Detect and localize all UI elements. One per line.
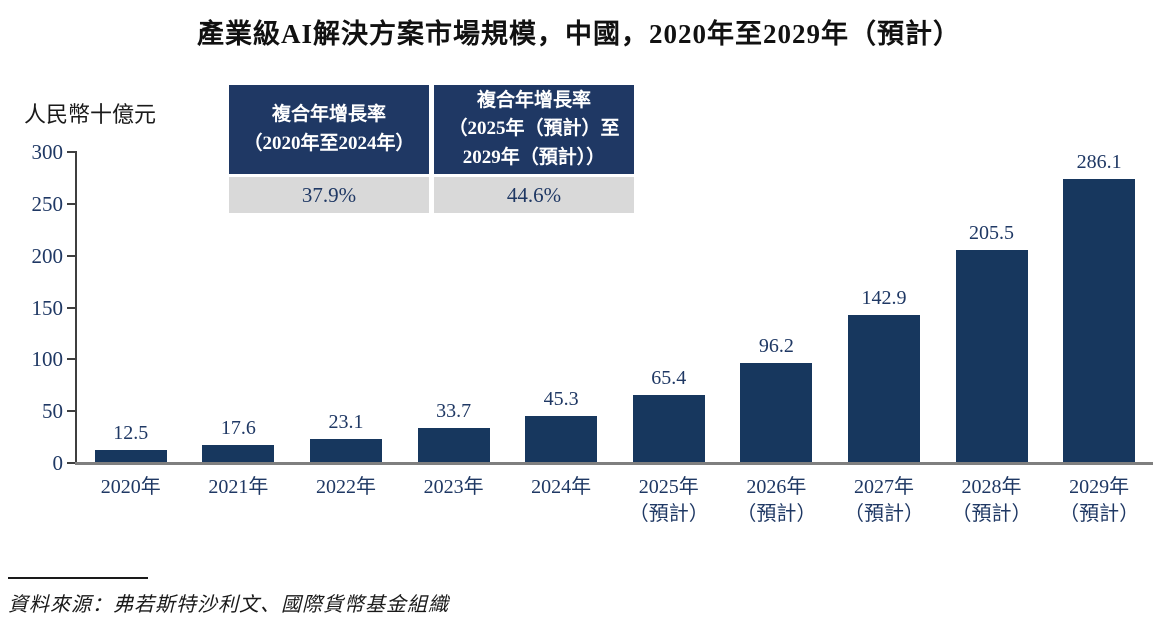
- bar: [955, 250, 1028, 463]
- bar: [740, 363, 813, 463]
- x-axis-label: 2029年 （預計）: [1059, 476, 1140, 525]
- x-axis-label: 2022年: [315, 476, 376, 498]
- y-tick-label: 50: [42, 399, 63, 424]
- bar-slot-2024年: 45.3: [507, 152, 615, 463]
- bar-slot-2023年: 33.7: [400, 152, 508, 463]
- x-axis-label: 2021年: [208, 476, 269, 498]
- bar-value-label: 142.9: [861, 287, 907, 309]
- bar: [847, 315, 920, 463]
- bar-slot-2025年: 65.4: [615, 152, 723, 463]
- bar: [1063, 179, 1136, 463]
- bar-value-label: 205.5: [969, 222, 1015, 244]
- y-tick-label: 150: [31, 295, 64, 320]
- y-tick-label: 250: [31, 191, 64, 216]
- y-tick-mark: [67, 202, 75, 205]
- bar-slot-2026年: 96.2: [723, 152, 831, 463]
- bar-value-label: 23.1: [328, 411, 364, 433]
- bar: [632, 395, 705, 463]
- x-axis-labels: 2020年 2021年 2022年 2023年 2024年 2025年 （預計） 2026年…: [77, 474, 1153, 528]
- bar-slot-2028年: 205.5: [938, 152, 1046, 463]
- cagr-table: 複合年增長率 （2020年至2024年） 37.9% 複合年增長率 （2025年…: [229, 85, 634, 213]
- bar-slot-2029年: 286.1: [1045, 152, 1153, 463]
- bar-value-label: 45.3: [543, 388, 579, 410]
- y-tick-mark: [67, 254, 75, 257]
- bar-slot-2022年: 23.1: [292, 152, 400, 463]
- x-axis-line: [75, 462, 1153, 465]
- chart-title: 產業級AI解決方案市場規模，中國，2020年至2029年（預計）: [196, 19, 961, 49]
- y-tick-mark: [67, 151, 75, 153]
- y-axis-line: [75, 151, 77, 465]
- x-axis-label: 2025年 （預計）: [628, 476, 709, 525]
- cagr-header-2025-2029: 複合年增長率 （2025年（預計）至 2029年（預計））: [434, 85, 634, 174]
- cagr-header-2020-2024: 複合年增長率 （2020年至2024年）: [229, 85, 429, 174]
- y-tick-label: 0: [52, 451, 64, 475]
- bar-slot-2027年: 142.9: [830, 152, 938, 463]
- cagr-column-2020-2024: 複合年增長率 （2020年至2024年） 37.9%: [229, 85, 429, 213]
- x-axis-label: 2023年: [423, 476, 484, 498]
- bar-slot-2020年: 12.5: [77, 152, 185, 463]
- y-tick-mark: [67, 462, 75, 464]
- bar: [94, 450, 167, 463]
- cagr-value-2020-2024: 37.9%: [229, 177, 429, 213]
- bar: [202, 445, 275, 463]
- bar-value-label: 12.5: [113, 422, 149, 444]
- y-tick-mark: [67, 410, 75, 413]
- bar-value-label: 96.2: [758, 335, 794, 357]
- x-axis-label: 2026年 （預計）: [736, 476, 817, 525]
- bar-value-label: 17.6: [220, 417, 256, 439]
- source-divider: [8, 577, 148, 579]
- y-tick-label: 100: [31, 347, 64, 372]
- bar: [417, 428, 490, 463]
- x-axis-label: 2027年 （預計）: [843, 476, 924, 525]
- cagr-value-2025-2029: 44.6%: [434, 177, 634, 213]
- y-tick-label: 300: [31, 140, 64, 164]
- y-tick-mark: [67, 358, 75, 361]
- bars-container: 12.5 17.6 23.1 33.7 45.3 65.4 96.2 142.9 205.5 28…: [77, 152, 1153, 463]
- y-tick-mark: [67, 306, 75, 309]
- bar: [309, 439, 382, 463]
- x-axis-label: 2020年: [100, 476, 161, 498]
- bar-value-label: 33.7: [436, 400, 472, 422]
- y-axis-unit-label: 人民幣十億元: [24, 102, 157, 127]
- x-axis-label: 2028年 （預計）: [951, 476, 1032, 525]
- source-note: 資料來源：弗若斯特沙利文、國際貨幣基金組織: [8, 594, 449, 616]
- cagr-column-2025-2029: 複合年增長率 （2025年（預計）至 2029年（預計）） 44.6%: [434, 85, 634, 213]
- y-tick-label: 200: [31, 243, 64, 268]
- bar-slot-2021年: 17.6: [185, 152, 293, 463]
- bar-value-label: 286.1: [1076, 151, 1122, 173]
- x-axis-label: 2024年: [531, 476, 592, 498]
- bar: [525, 416, 598, 463]
- bar-value-label: 65.4: [651, 367, 687, 389]
